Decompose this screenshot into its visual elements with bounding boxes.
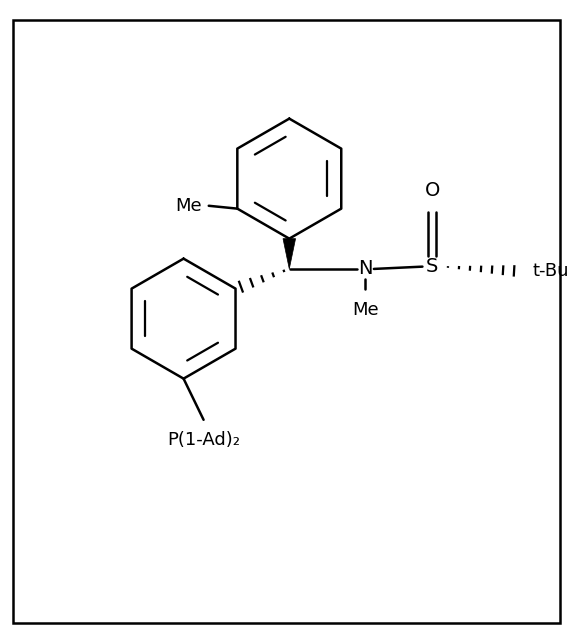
Text: Me: Me — [352, 302, 379, 320]
Text: Me: Me — [175, 197, 202, 215]
Text: t-Bu: t-Bu — [532, 262, 569, 280]
Polygon shape — [283, 239, 295, 269]
Text: P(1-Ad)₂: P(1-Ad)₂ — [167, 431, 240, 449]
Text: O: O — [424, 181, 440, 199]
Text: N: N — [358, 259, 373, 278]
Text: S: S — [426, 257, 438, 276]
